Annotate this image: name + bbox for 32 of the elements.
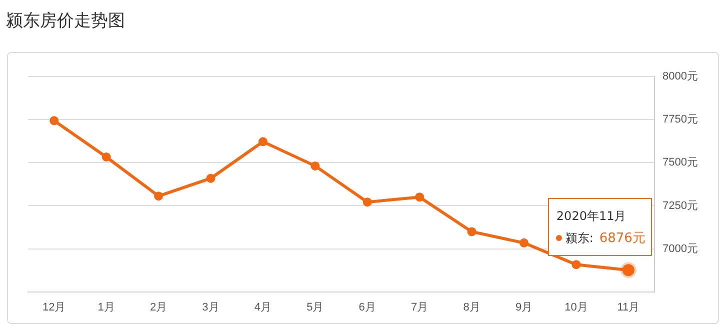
data-label: 6876元 [599,230,646,248]
x-tick-label: 11月 [617,301,640,314]
x-tick-label: 3月 [202,301,220,314]
x-tick-label: 5月 [306,301,324,314]
x-tick-label: 9月 [515,301,533,314]
point [362,198,372,207]
x-tick-label: 1月 [98,301,115,314]
x-tick-label: 7月 [411,301,428,314]
y-tick-label: 7750元 [662,114,698,126]
point [467,227,476,236]
chart-title: 颍东房价走势图 [6,10,125,32]
point [415,192,424,202]
point [310,161,320,170]
x-tick-label: 10月 [564,301,588,314]
x-tick-label: 4月 [254,301,272,314]
point [206,174,216,183]
legend-label: 颍东: [565,230,594,248]
x-tick-label: 6月 [358,301,376,314]
annotation: 2020年11月 [556,208,626,226]
y-tick-label: 7500元 [662,156,698,169]
point [102,152,111,162]
x-tick-label: 8月 [463,301,480,314]
point [572,260,581,270]
y-tick-label: 7000元 [662,242,698,255]
point [258,137,268,146]
point [520,238,529,248]
point [154,192,164,201]
y-tick-label: 7250元 [662,200,698,212]
y-tick-label: 8000元 [662,70,698,83]
point [50,116,59,126]
x-tick-label: 2月 [150,301,168,314]
x-tick-label: 12月 [42,301,66,314]
